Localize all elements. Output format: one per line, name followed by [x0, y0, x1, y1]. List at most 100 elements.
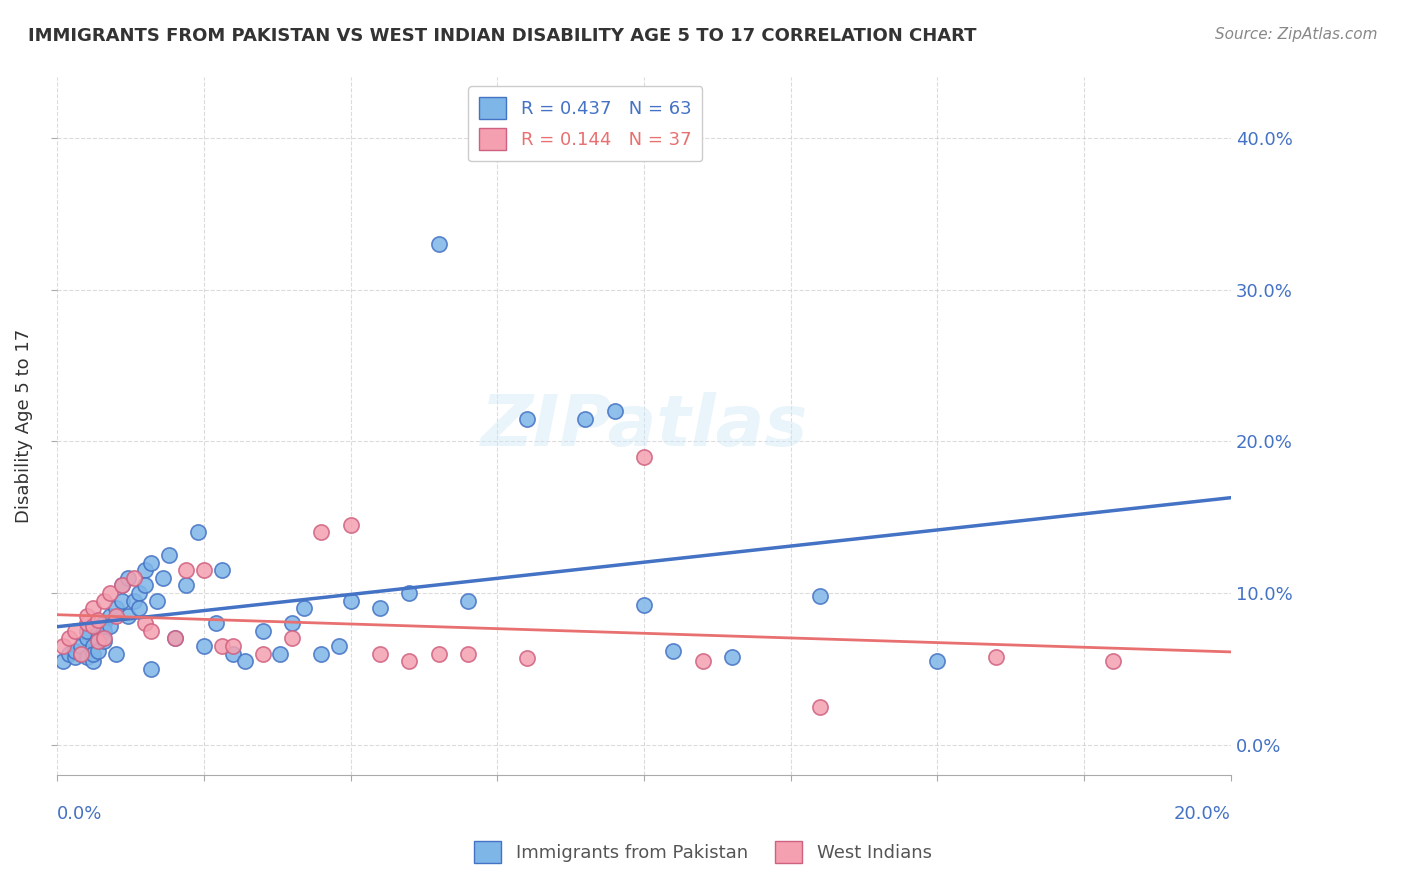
Point: [82, 639, 104, 653]
Point: [516, 651, 538, 665]
Point: [104, 647, 127, 661]
Text: 0.0%: 0.0%: [58, 805, 103, 823]
Point: [252, 647, 274, 661]
Point: [603, 404, 626, 418]
Point: [93, 616, 115, 631]
Point: [76, 649, 98, 664]
Point: [193, 639, 215, 653]
Point: [87, 632, 110, 646]
Point: [134, 578, 156, 592]
Point: [808, 589, 831, 603]
Point: [662, 643, 685, 657]
Point: [104, 601, 127, 615]
Point: [63, 649, 86, 664]
Point: [222, 639, 245, 653]
Point: [222, 647, 245, 661]
Point: [1102, 654, 1125, 668]
Point: [58, 632, 80, 646]
Point: [269, 647, 291, 661]
Point: [52, 654, 75, 668]
Point: [87, 624, 110, 638]
Point: [93, 632, 115, 646]
Point: [93, 593, 115, 607]
Point: [427, 647, 450, 661]
Point: [69, 647, 91, 661]
Point: [141, 662, 163, 676]
Point: [927, 654, 949, 668]
Point: [134, 563, 156, 577]
Point: [87, 634, 110, 648]
Legend: Immigrants from Pakistan, West Indians: Immigrants from Pakistan, West Indians: [464, 830, 942, 874]
Point: [58, 647, 80, 661]
Point: [82, 654, 104, 668]
Point: [152, 571, 174, 585]
Point: [63, 643, 86, 657]
Point: [111, 578, 134, 592]
Point: [69, 639, 91, 653]
Point: [128, 586, 150, 600]
Point: [128, 601, 150, 615]
Point: [339, 593, 361, 607]
Point: [117, 608, 139, 623]
Point: [311, 525, 333, 540]
Point: [427, 237, 450, 252]
Point: [82, 647, 104, 661]
Y-axis label: Disability Age 5 to 17: Disability Age 5 to 17: [15, 329, 32, 524]
Point: [87, 643, 110, 657]
Point: [311, 647, 333, 661]
Point: [211, 563, 233, 577]
Point: [398, 586, 420, 600]
Point: [82, 619, 104, 633]
Point: [134, 616, 156, 631]
Point: [76, 624, 98, 638]
Point: [146, 593, 169, 607]
Point: [111, 593, 134, 607]
Point: [516, 411, 538, 425]
Point: [281, 632, 304, 646]
Point: [984, 649, 1007, 664]
Text: 20.0%: 20.0%: [1174, 805, 1230, 823]
Point: [63, 624, 86, 638]
Point: [339, 517, 361, 532]
Point: [252, 624, 274, 638]
Text: Source: ZipAtlas.com: Source: ZipAtlas.com: [1215, 27, 1378, 42]
Point: [457, 647, 479, 661]
Point: [157, 548, 180, 562]
Point: [98, 586, 121, 600]
Point: [52, 639, 75, 653]
Point: [292, 601, 315, 615]
Point: [633, 598, 655, 612]
Point: [193, 563, 215, 577]
Point: [808, 699, 831, 714]
Point: [692, 654, 714, 668]
Point: [633, 450, 655, 464]
Point: [398, 654, 420, 668]
Point: [76, 608, 98, 623]
Point: [328, 639, 350, 653]
Point: [76, 632, 98, 646]
Point: [98, 608, 121, 623]
Point: [163, 632, 186, 646]
Point: [93, 624, 115, 638]
Text: IMMIGRANTS FROM PAKISTAN VS WEST INDIAN DISABILITY AGE 5 TO 17 CORRELATION CHART: IMMIGRANTS FROM PAKISTAN VS WEST INDIAN …: [28, 27, 977, 45]
Point: [368, 601, 391, 615]
Point: [93, 634, 115, 648]
Point: [141, 556, 163, 570]
Text: ZIPatlas: ZIPatlas: [481, 392, 808, 460]
Point: [87, 613, 110, 627]
Point: [98, 619, 121, 633]
Point: [163, 632, 186, 646]
Point: [457, 593, 479, 607]
Point: [721, 649, 744, 664]
Point: [176, 578, 198, 592]
Point: [122, 571, 145, 585]
Point: [281, 616, 304, 631]
Point: [117, 571, 139, 585]
Point: [204, 616, 226, 631]
Point: [574, 411, 596, 425]
Point: [82, 601, 104, 615]
Point: [122, 593, 145, 607]
Point: [104, 608, 127, 623]
Point: [111, 578, 134, 592]
Legend: R = 0.437   N = 63, R = 0.144   N = 37: R = 0.437 N = 63, R = 0.144 N = 37: [468, 87, 703, 161]
